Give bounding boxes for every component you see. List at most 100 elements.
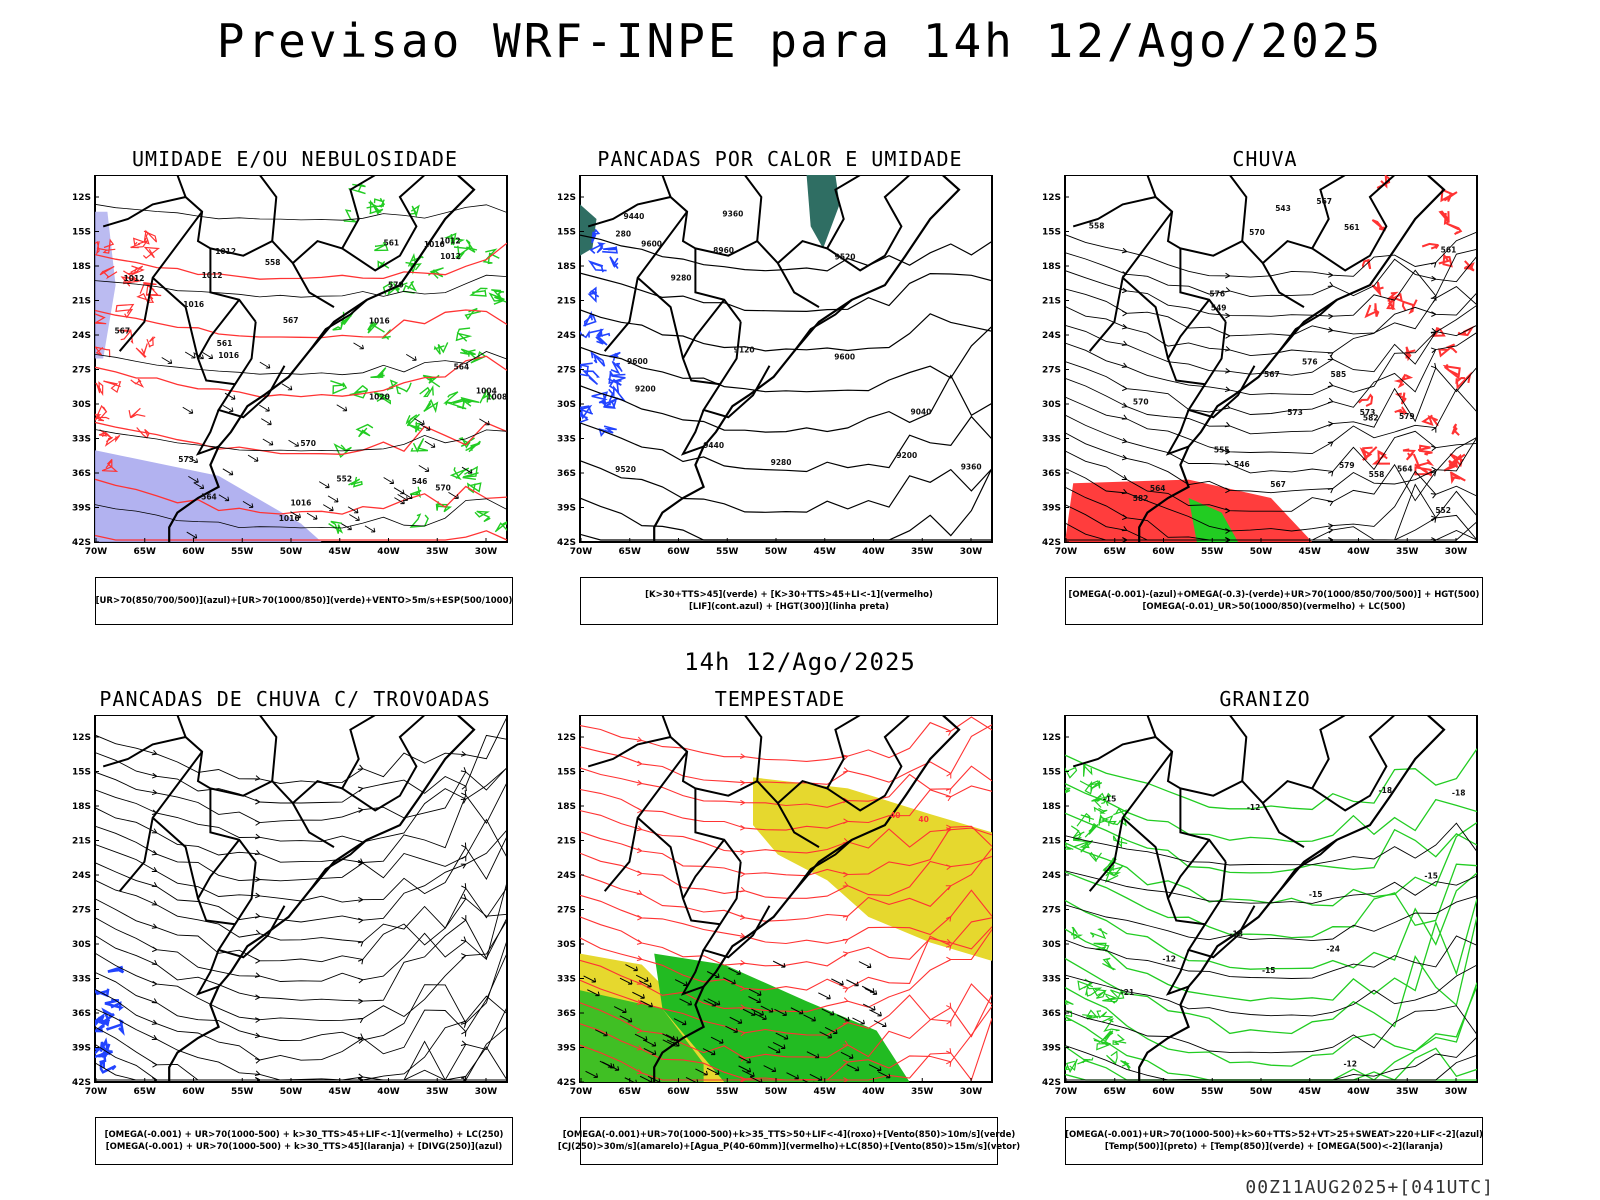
- flow-arrow: [151, 881, 158, 888]
- flow-arrow: [843, 818, 849, 825]
- border-line: [1262, 175, 1346, 264]
- lon-tick-label: 60W: [1152, 1087, 1175, 1097]
- contour-label: 570: [435, 483, 451, 492]
- flow-arrow: [842, 951, 849, 957]
- lat-tick-label: 39S: [557, 1044, 576, 1054]
- flow-arrow: [358, 1077, 364, 1082]
- political-boundaries: [1072, 175, 1446, 542]
- flow-arrow: [739, 1004, 746, 1010]
- contour-label: 9600: [834, 352, 855, 361]
- border-line: [826, 175, 911, 272]
- contour-line: [99, 265, 118, 280]
- contour-line: [95, 530, 507, 541]
- contour-line: [466, 482, 482, 494]
- lon-tick-label: 45W: [814, 547, 837, 557]
- flow-arrow: [461, 883, 467, 889]
- contour-label: 567: [1264, 370, 1280, 379]
- contour-line: [447, 397, 467, 410]
- political-boundaries: [587, 175, 961, 542]
- lat-axis: 12S 15S 18S 21S 24S 27S 30S 33S 36S 39S 42S: [1042, 193, 1069, 548]
- flow-arrow: [1225, 312, 1231, 319]
- legend-line: [OMEGA(-0.001)+UR>70(1000-500)+k>60+TTS>…: [1065, 1130, 1483, 1140]
- contour-line: [1386, 291, 1404, 303]
- flow-arrow: [1224, 386, 1231, 393]
- contour-line: [99, 1037, 111, 1058]
- lon-tick-label: 60W: [1152, 547, 1175, 557]
- contour-line: [1096, 1010, 1113, 1023]
- flow-arrow: [1225, 448, 1231, 455]
- flow-arrow: [1430, 297, 1437, 303]
- contour-line: [1107, 864, 1124, 877]
- lat-tick-label: 15S: [72, 228, 91, 238]
- flow-arrow: [946, 1048, 952, 1054]
- border-line: [195, 949, 220, 996]
- contour-line: [407, 421, 422, 433]
- contour-line: [330, 380, 348, 395]
- contour-line: [1065, 521, 1477, 541]
- contour-line: [1421, 414, 1439, 427]
- lat-tick-label: 27S: [72, 906, 91, 916]
- border-line: [637, 817, 684, 899]
- lat-tick-label: 39S: [1042, 1044, 1061, 1054]
- lon-tick-label: 40W: [1347, 1087, 1370, 1097]
- flow-arrow: [1121, 287, 1128, 294]
- wind-vector: [595, 1029, 608, 1037]
- border-line: [603, 211, 688, 352]
- contour-label: 561: [217, 339, 233, 348]
- lon-axis: 70W 65W 60W 55W 50W 45W 40W 35W 30W: [570, 538, 982, 557]
- contour-line: [135, 343, 148, 359]
- contour-line: [580, 374, 992, 433]
- contour-line: [1361, 258, 1372, 270]
- wind-vector: [738, 1056, 752, 1064]
- contour-label: 549: [1211, 303, 1227, 312]
- flow-arrow: [1430, 515, 1437, 522]
- field-layer: [1065, 175, 1477, 542]
- contour-line: [348, 183, 366, 195]
- contour-line: [591, 391, 609, 405]
- flow-arrow: [358, 896, 364, 903]
- lon-tick-label: 45W: [1299, 547, 1322, 557]
- contour-label: 558: [1369, 470, 1385, 479]
- contour-label: -15: [1309, 890, 1323, 899]
- flow-arrow: [945, 730, 952, 736]
- flow-arrow: [1430, 275, 1437, 282]
- lat-tick-label: 39S: [557, 504, 576, 514]
- contour-line: [580, 825, 992, 877]
- contour-line: [608, 378, 622, 394]
- flow-arrow: [1121, 340, 1128, 346]
- contour-line: [428, 267, 444, 279]
- contour-label: 1016: [424, 240, 445, 249]
- wind-vector: [748, 996, 761, 1004]
- rain-area: [1188, 498, 1238, 542]
- contour-label: 9520: [615, 465, 636, 474]
- contour-line: [95, 309, 507, 339]
- lon-tick-label: 65W: [134, 547, 157, 557]
- wind-vector: [187, 456, 199, 463]
- field-layer: [580, 175, 992, 541]
- lat-tick-label: 42S: [557, 1078, 576, 1088]
- flow-arrow: [357, 764, 364, 770]
- lat-tick-label: 12S: [72, 733, 91, 743]
- lon-tick-label: 50W: [280, 547, 303, 557]
- border-line: [1262, 715, 1346, 804]
- flow-arrow: [254, 833, 261, 840]
- contour-line: [95, 920, 507, 1022]
- contour-label: 555: [1214, 446, 1230, 455]
- flow-arrow: [151, 828, 158, 834]
- flow-arrow: [739, 849, 746, 856]
- lon-tick-label: 50W: [765, 1087, 788, 1097]
- contour-line: [99, 1058, 117, 1074]
- panel-pancadas-calor: PANCADAS POR CALOR E UMIDADE 9600 9600 960…: [545, 147, 1015, 647]
- lon-tick-label: 30W: [960, 1087, 983, 1097]
- lat-tick-label: 27S: [72, 366, 91, 376]
- field-layer: [95, 716, 507, 1082]
- border-line: [341, 175, 426, 272]
- flow-arrow: [1430, 262, 1437, 268]
- contour-label: -18: [1379, 786, 1393, 795]
- wind-vector: [836, 1014, 850, 1022]
- wind-vector: [754, 1012, 767, 1020]
- wind-vector: [247, 454, 259, 462]
- flow-arrow: [636, 1045, 643, 1051]
- border-line: [603, 751, 688, 892]
- border-line: [744, 715, 763, 782]
